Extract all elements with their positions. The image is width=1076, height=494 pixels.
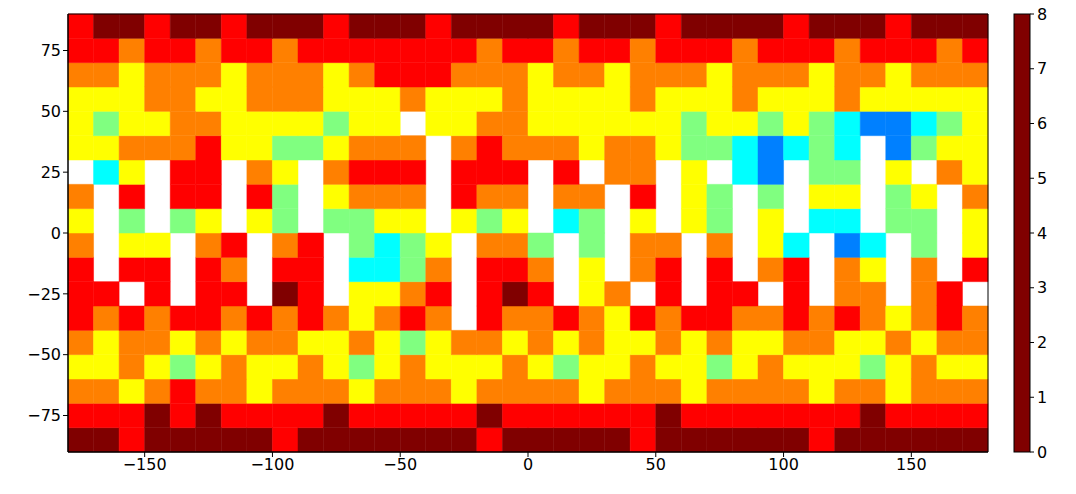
svg-text:2: 2: [1037, 333, 1047, 352]
svg-text:100: 100: [768, 455, 799, 474]
svg-text:50: 50: [41, 102, 61, 121]
svg-text:8: 8: [1037, 5, 1047, 24]
svg-text:0: 0: [523, 455, 533, 474]
svg-text:75: 75: [41, 41, 61, 60]
svg-text:0: 0: [51, 224, 61, 243]
svg-text:−50: −50: [27, 345, 61, 364]
svg-text:6: 6: [1037, 114, 1047, 133]
svg-text:3: 3: [1037, 278, 1047, 297]
svg-text:−75: −75: [27, 406, 61, 425]
svg-text:5: 5: [1037, 169, 1047, 188]
svg-text:−100: −100: [250, 455, 294, 474]
svg-text:150: 150: [896, 455, 927, 474]
svg-text:4: 4: [1037, 224, 1047, 243]
svg-text:−50: −50: [383, 455, 417, 474]
svg-text:1: 1: [1037, 388, 1047, 407]
svg-text:0: 0: [1037, 443, 1047, 462]
svg-text:−150: −150: [123, 455, 167, 474]
svg-text:25: 25: [41, 163, 61, 182]
svg-text:50: 50: [646, 455, 666, 474]
svg-text:7: 7: [1037, 59, 1047, 78]
svg-text:−25: −25: [27, 285, 61, 304]
